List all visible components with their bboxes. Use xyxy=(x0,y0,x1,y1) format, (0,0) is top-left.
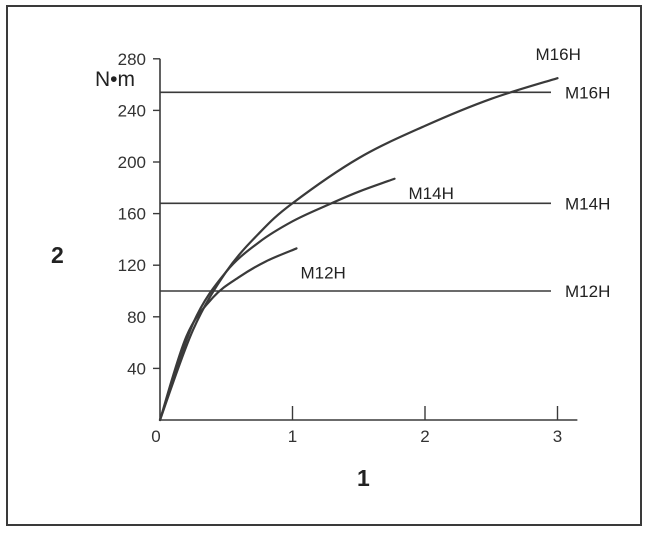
curve-m12h xyxy=(158,247,298,422)
y-axis-label: 2 xyxy=(51,242,64,268)
unit-label: N•m xyxy=(95,68,135,91)
reference-line-label: M16H xyxy=(565,83,610,102)
curve-label: M14H xyxy=(409,184,454,203)
curve-label: M16H xyxy=(536,45,581,64)
labels: N•m 1 2 xyxy=(51,68,370,491)
y-tick-label: 280 xyxy=(118,50,146,69)
y-tick-label: 80 xyxy=(127,308,146,327)
y-tick-label: 120 xyxy=(118,256,146,275)
y-tick-label: 160 xyxy=(118,205,146,224)
curve-m16h xyxy=(158,77,559,422)
y-tick-label: 40 xyxy=(127,359,146,378)
x-tick-label: 2 xyxy=(420,427,429,446)
reference-lines: M16H M14H M12H xyxy=(160,83,610,301)
curve-label: M12H xyxy=(300,263,345,282)
reference-line-label: M14H xyxy=(565,194,610,213)
axes xyxy=(159,58,578,421)
x-tick-label: 1 xyxy=(288,427,297,446)
reference-line-label: M12H xyxy=(565,282,610,301)
y-tick-label: 200 xyxy=(118,153,146,172)
curves: M16H M14H M12H xyxy=(158,45,581,422)
x-axis-label: 1 xyxy=(357,465,370,491)
x-tick-label: 3 xyxy=(553,427,562,446)
x-tick-label: 0 xyxy=(151,427,160,446)
ticks: 40 80 120 160 200 240 280 0 1 2 3 xyxy=(118,50,563,446)
y-tick-label: 240 xyxy=(118,101,146,120)
